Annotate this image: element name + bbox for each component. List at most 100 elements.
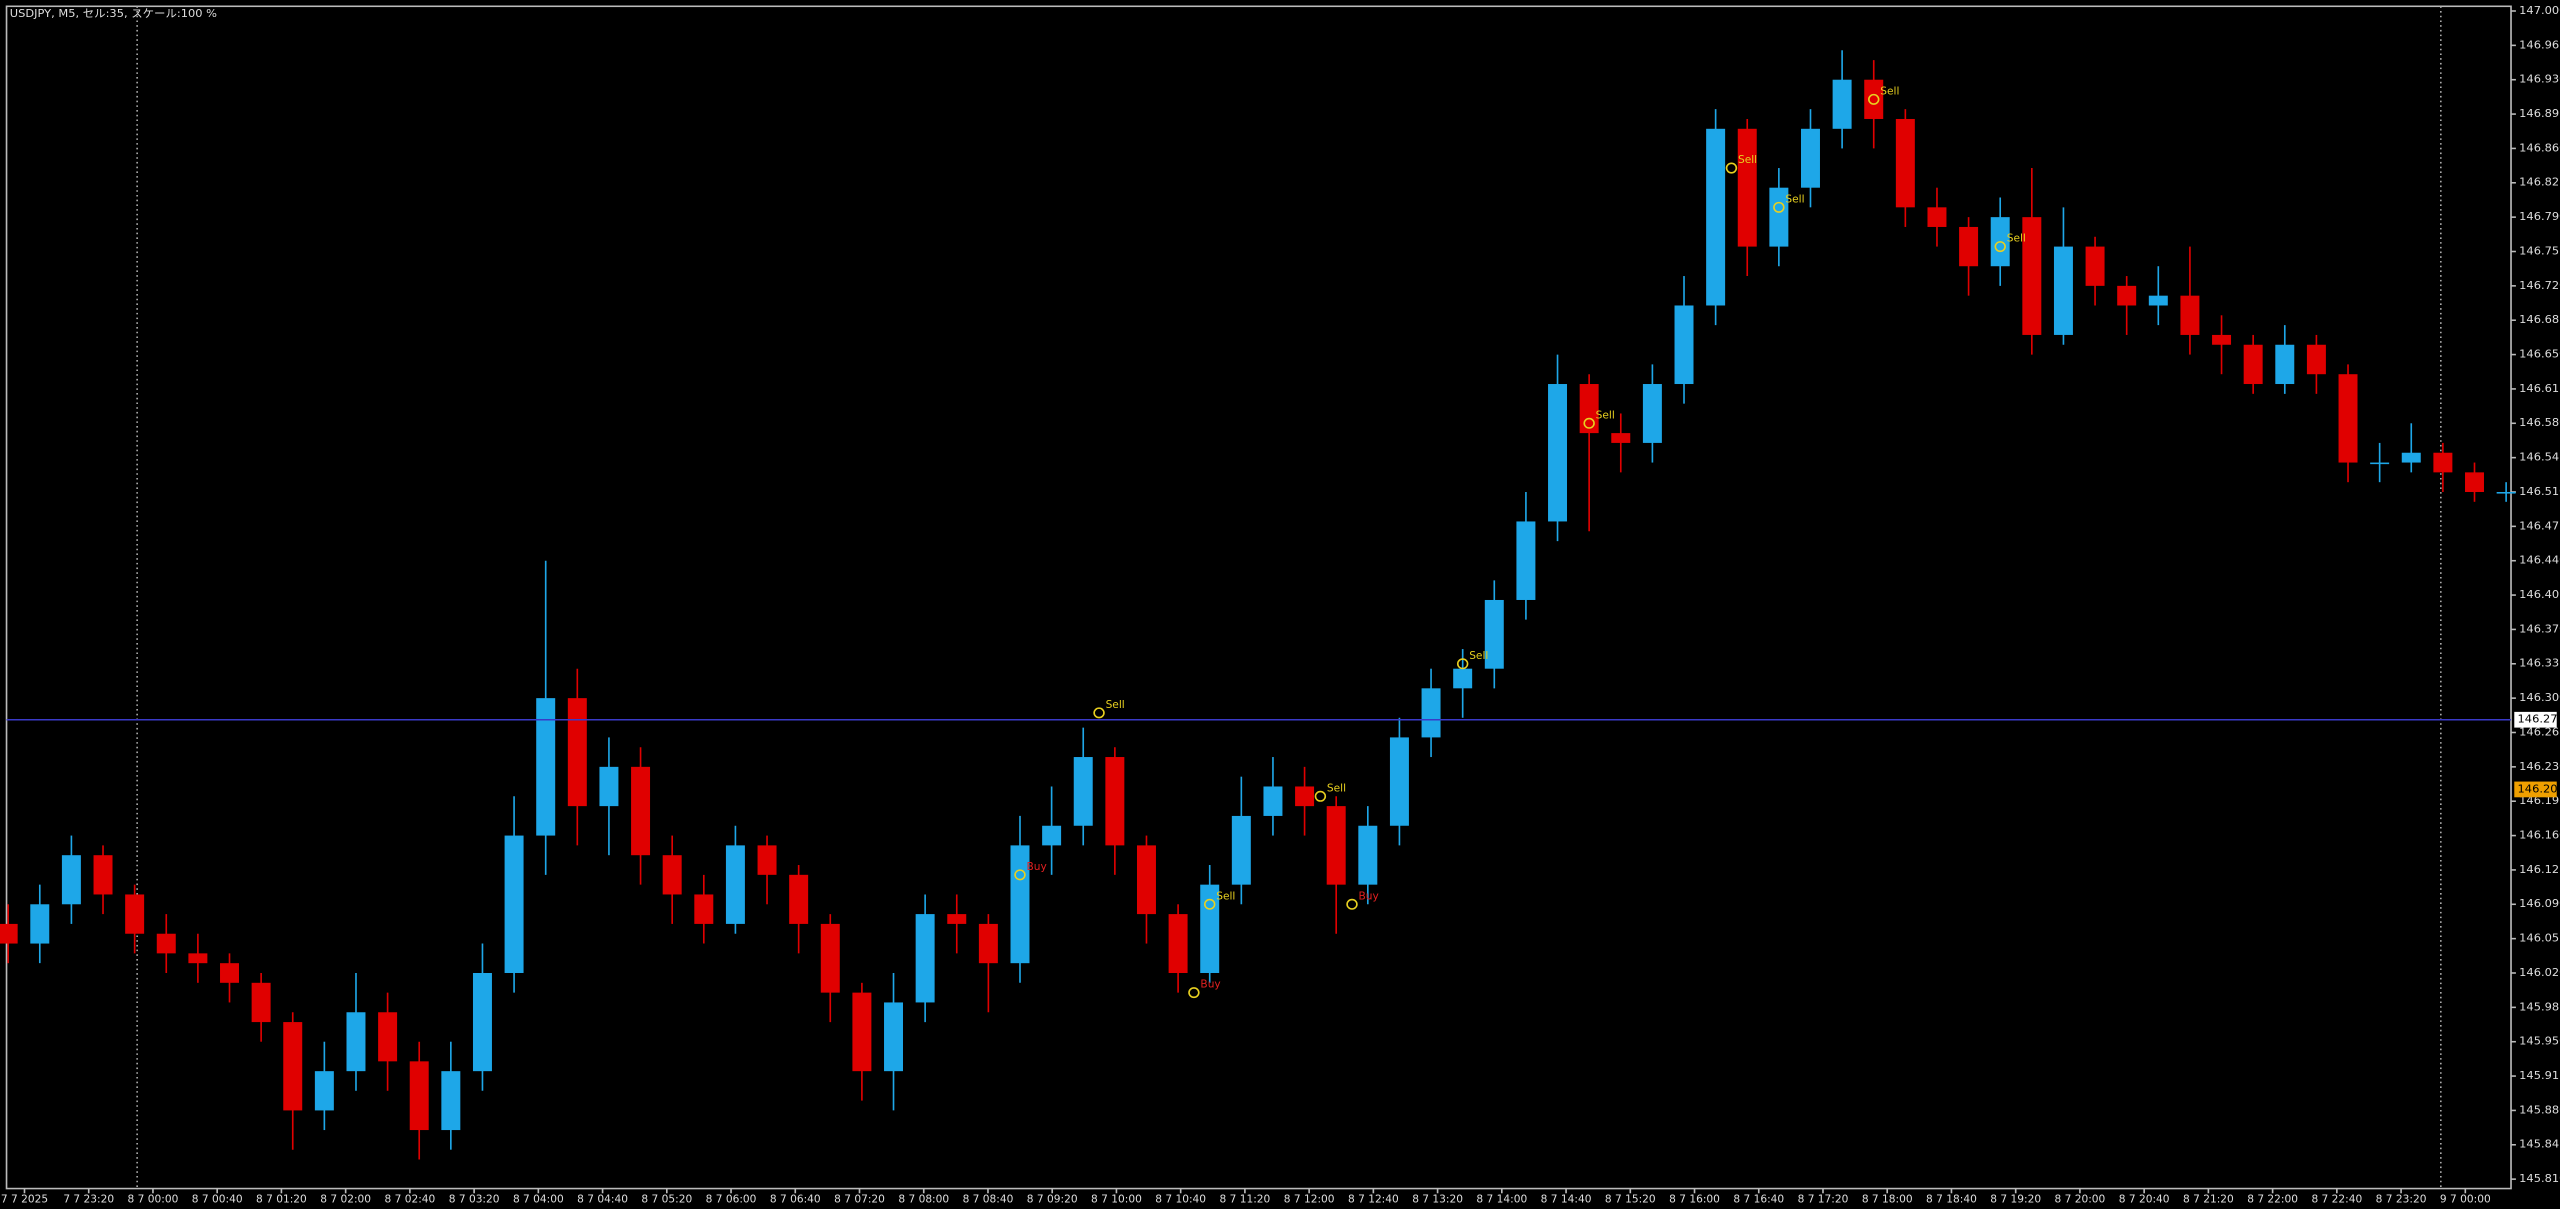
- x-tick-label: 8 7 02:00: [320, 1194, 371, 1206]
- signal-label: Sell: [1327, 783, 1346, 795]
- y-tick-label: 146.335: [2519, 657, 2560, 670]
- candle-body: [2275, 344, 2295, 385]
- candle-body: [1484, 599, 1504, 669]
- signal-marker: [1346, 898, 1358, 910]
- x-tick-label: 7 7 23:20: [63, 1194, 114, 1206]
- y-tick-label: 146.020: [2519, 966, 2560, 979]
- candle-body: [251, 982, 271, 1023]
- bid-label-box: [2514, 711, 2557, 728]
- y-tick-label: 146.580: [2519, 416, 2560, 429]
- signal-marker: [1583, 417, 1595, 429]
- signal-label: Sell: [1880, 86, 1899, 98]
- y-tick-label: 146.755: [2519, 245, 2560, 258]
- signal-label: Buy: [1359, 891, 1379, 903]
- candle-body: [2053, 246, 2073, 335]
- candle-body: [757, 845, 777, 875]
- x-tick-label: 8 7 15:20: [1605, 1194, 1656, 1206]
- candle-body: [2148, 295, 2168, 306]
- candle-body: [1674, 305, 1694, 385]
- y-tick-label: 146.265: [2519, 726, 2560, 739]
- candle-body: [1263, 786, 1283, 816]
- candle-body: [915, 914, 935, 1003]
- x-tick-label: 9 7 00:00: [2440, 1194, 2491, 1206]
- y-tick-label: 146.405: [2519, 588, 2560, 601]
- candle-body: [1105, 757, 1125, 846]
- y-tick-label: 146.440: [2519, 554, 2560, 567]
- candle-body: [2180, 295, 2200, 335]
- y-tick-label: 146.090: [2519, 897, 2560, 910]
- candle-body: [1832, 79, 1852, 129]
- candle-body: [1453, 668, 1473, 689]
- chart-title: USDJPY, M5, セル:35, スケール:100 %: [10, 7, 218, 20]
- x-tick-label: 8 7 10:00: [1091, 1194, 1142, 1206]
- signal-marker: [1994, 241, 2006, 253]
- x-tick-label: 8 7 03:20: [449, 1194, 500, 1206]
- candle-body: [472, 972, 492, 1072]
- x-tick-label: 8 7 04:40: [577, 1194, 628, 1206]
- candle-body: [1548, 384, 1568, 522]
- y-tick-label: 146.055: [2519, 932, 2560, 945]
- candle-body: [314, 1071, 334, 1111]
- candle-body: [2465, 472, 2484, 492]
- x-tick-label: 8 7 05:20: [641, 1194, 692, 1206]
- x-tick-label: 8 7 04:00: [513, 1194, 564, 1206]
- y-tick-label: 145.880: [2519, 1104, 2560, 1117]
- candle-body: [1737, 128, 1757, 247]
- y-tick-label: 147.000: [2519, 4, 2560, 17]
- x-tick-label: 8 7 08:00: [898, 1194, 949, 1206]
- candle-body: [1895, 118, 1915, 208]
- candle-body: [1326, 806, 1346, 885]
- candle-body: [725, 845, 745, 924]
- signal-marker: [1014, 869, 1026, 881]
- candle-body: [93, 855, 113, 895]
- x-tick-label: 8 7 10:40: [1155, 1194, 1206, 1206]
- y-tick-label: 146.545: [2519, 451, 2560, 464]
- candle-body: [1231, 815, 1251, 885]
- candle-body: [820, 923, 840, 993]
- x-tick-label: 8 7 16:00: [1669, 1194, 1720, 1206]
- y-tick-label: 146.965: [2519, 38, 2560, 51]
- candle-body: [567, 698, 587, 807]
- candle-body: [2433, 452, 2453, 473]
- x-tick-label: 8 7 22:40: [2311, 1194, 2362, 1206]
- x-tick-label: 8 7 17:20: [1798, 1194, 1849, 1206]
- candle-body: [947, 914, 967, 924]
- signal-label: Sell: [1216, 891, 1235, 903]
- y-tick-label: 146.615: [2519, 382, 2560, 395]
- x-tick-label: 8 7 00:00: [128, 1194, 179, 1206]
- candle-body: [1516, 521, 1536, 600]
- candle-body: [536, 698, 556, 836]
- x-tick-label: 8 7 11:20: [1220, 1194, 1271, 1206]
- signal-label: Buy: [1027, 861, 1047, 873]
- candle-body: [1421, 688, 1441, 738]
- candle-body: [2401, 452, 2421, 463]
- signal-marker: [1203, 898, 1216, 910]
- signal-marker: [1188, 987, 1200, 999]
- y-tick-label: 145.845: [2519, 1138, 2560, 1151]
- candle-body: [852, 992, 872, 1072]
- x-tick-label: 8 7 13:20: [1412, 1194, 1463, 1206]
- candle-body: [1073, 757, 1093, 826]
- x-tick-label: 8 7 21:20: [2183, 1194, 2234, 1206]
- candle-body: [220, 963, 239, 983]
- candle-body: [1042, 825, 1062, 846]
- y-tick-label: 146.195: [2519, 794, 2560, 807]
- x-tick-label: 8 7 20:40: [2119, 1194, 2170, 1206]
- candle-body: [0, 923, 18, 944]
- candle-body: [2117, 285, 2137, 306]
- signal-marker: [1725, 162, 1738, 174]
- signal-marker: [1868, 93, 1880, 105]
- candle-body: [378, 1012, 398, 1062]
- x-tick-label: 8 7 14:40: [1541, 1194, 1592, 1206]
- x-tick-label: 8 7 07:20: [834, 1194, 885, 1206]
- signal-label: Sell: [1596, 410, 1615, 422]
- x-tick-label: 8 7 09:20: [1027, 1194, 1078, 1206]
- candle-body: [2212, 334, 2232, 345]
- x-tick-label: 8 7 06:00: [706, 1194, 757, 1206]
- candle-body: [1706, 128, 1726, 306]
- candle-body: [694, 894, 714, 924]
- candle-body: [884, 1002, 904, 1072]
- candle-body: [1611, 433, 1631, 443]
- signal-label: Sell: [1106, 699, 1125, 711]
